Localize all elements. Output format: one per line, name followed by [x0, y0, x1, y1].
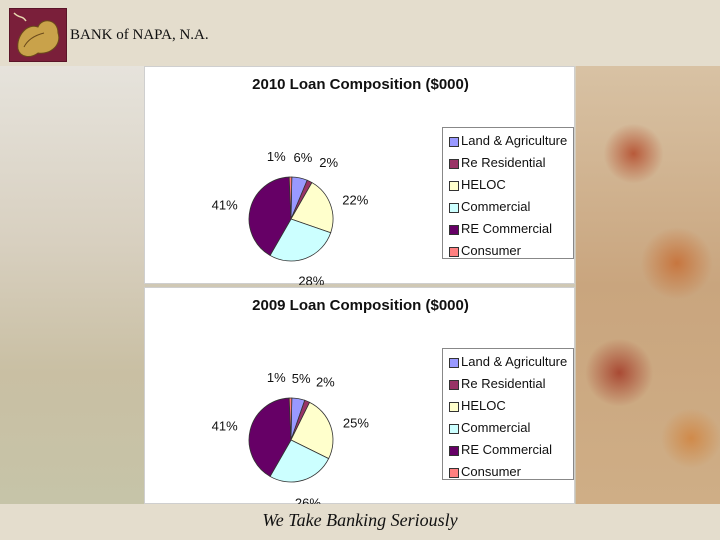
slice-label: 2%: [319, 155, 338, 170]
footer-band: [0, 504, 720, 540]
legend-swatch: [449, 468, 459, 478]
legend-item-consumer: Consumer: [443, 242, 573, 264]
slice-consumer: [288, 397, 293, 441]
slice-label: 1%: [267, 149, 286, 164]
chart-title-2010: 2010 Loan Composition ($000): [252, 76, 469, 93]
legend-item-land-agriculture: Land & Agriculture: [443, 132, 573, 154]
legend-swatch: [449, 203, 459, 213]
slice-label: 2%: [316, 374, 335, 389]
legend-item-heloc: HELOC: [443, 176, 573, 198]
slice-label: 28%: [298, 273, 324, 285]
slice-label: 1%: [267, 370, 286, 385]
legend-swatch: [449, 181, 459, 191]
legend-swatch: [449, 380, 459, 390]
legend-item-consumer: Consumer: [443, 463, 573, 485]
bank-logo: [9, 8, 67, 62]
slice-re-commercial: [248, 397, 292, 477]
slice-commercial: [269, 439, 330, 483]
legend-item-re-commercial: RE Commercial: [443, 220, 573, 242]
chart-panel-2009: 2009 Loan Composition ($000) 5% 2% 25% 26% 4…: [144, 287, 575, 505]
legend-item-heloc: HELOC: [443, 397, 573, 419]
legend-swatch: [449, 137, 459, 147]
chart-title-2009: 2009 Loan Composition ($000): [252, 297, 469, 314]
legend-2010: Land & Agriculture Re Residential HELOC …: [442, 127, 574, 259]
tagline: We Take Banking Seriously: [262, 510, 458, 530]
legend-swatch: [449, 446, 459, 456]
slice-heloc: [290, 401, 334, 460]
slice-label: 41%: [212, 418, 238, 433]
legend-swatch: [449, 424, 459, 434]
legend-item-commercial: Commercial: [443, 198, 573, 220]
slice-re-commercial: [248, 176, 292, 256]
legend-item-re-residential: Re Residential: [443, 154, 573, 176]
legend-swatch: [449, 402, 459, 412]
pie-chart-2009: 5% 2% 25% 26% 41% 1%: [212, 370, 370, 505]
slice-label: 25%: [343, 415, 369, 430]
slice-label: 26%: [295, 495, 321, 505]
chart-panel-2010: 2010 Loan Composition ($000) 6% 2% 22% 28% 4…: [144, 66, 575, 285]
legend-swatch: [449, 159, 459, 169]
slice-consumer: [288, 176, 293, 220]
slice-label: 22%: [342, 193, 368, 208]
slice-label: 6%: [294, 150, 313, 165]
vineyard-background-right: [576, 66, 720, 504]
legend-item-land-agriculture: Land & Agriculture: [443, 353, 573, 375]
legend-item-re-commercial: RE Commercial: [443, 441, 573, 463]
legend-item-re-residential: Re Residential: [443, 375, 573, 397]
vineyard-background-left: [0, 66, 145, 504]
slice-label: 5%: [292, 371, 311, 386]
slice-label: 41%: [212, 197, 238, 212]
bank-name: BANK of NAPA, N.A.: [70, 27, 209, 43]
legend-swatch: [449, 225, 459, 235]
legend-swatch: [449, 358, 459, 368]
legend-2009: Land & Agriculture Re Residential HELOC …: [442, 348, 574, 480]
slice-heloc: [290, 182, 334, 234]
legend-swatch: [449, 247, 459, 257]
header-band: [0, 0, 720, 66]
pie-chart-2010: 6% 2% 22% 28% 41% 1%: [212, 149, 369, 285]
legend-item-commercial: Commercial: [443, 419, 573, 441]
